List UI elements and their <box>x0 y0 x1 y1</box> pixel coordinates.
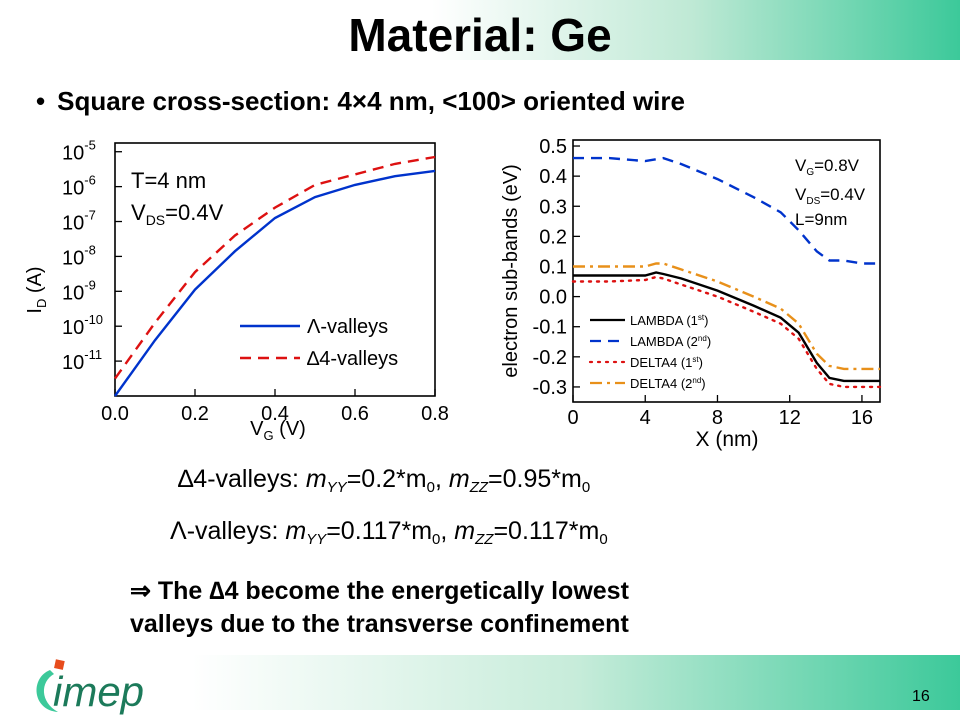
y-tick-label: 10-11 <box>62 347 102 374</box>
y-tick-label: -0.1 <box>533 317 567 339</box>
conclusion-line-2: valleys due to the transverse confinemen… <box>130 610 629 638</box>
y-tick-label: -0.2 <box>533 347 567 369</box>
title-band <box>0 0 960 60</box>
legend-label: LAMBDA (2nd) <box>630 334 711 349</box>
x-tick-label: 0 <box>567 407 578 429</box>
id-vg-chart: 0.0 0.2 0.4 0.6 0.8 10-5 10-6 10-7 10-8 10-9 10-10… <box>24 138 449 443</box>
x-tick-label: 0.8 <box>421 403 449 425</box>
series-line <box>573 262 880 371</box>
x-tick-label: 8 <box>712 407 723 429</box>
y-tick-label: 10-5 <box>62 138 96 165</box>
slide-title: Material: Ge <box>348 9 612 61</box>
y-tick-label: 10-10 <box>62 312 103 339</box>
series-line <box>573 271 880 383</box>
x-tick-label: 12 <box>779 407 801 429</box>
y-tick-label: 0.2 <box>539 226 567 248</box>
series-line <box>114 169 436 397</box>
x-axis-label: X (nm) <box>696 428 759 451</box>
x-tick-label: 0.4 <box>261 403 289 425</box>
x-tick-label: 0.0 <box>101 403 129 425</box>
bullet-dot: • <box>36 86 46 116</box>
logo-text: imep <box>53 668 144 715</box>
page-number: 16 <box>912 688 930 705</box>
annotation-length: L=9nm <box>795 210 847 229</box>
x-tick-label: 4 <box>640 407 651 429</box>
plot-frame <box>572 139 881 403</box>
y-tick-label: 0.5 <box>539 136 567 158</box>
footer-band <box>0 655 960 710</box>
bullet-item: • Square cross-section: 4×4 nm, <100> ori… <box>36 86 685 117</box>
x-tick-label: 0.2 <box>181 403 209 425</box>
x-tick-label: 0.6 <box>341 403 369 425</box>
series-line <box>571 275 882 389</box>
series-line <box>573 156 880 265</box>
legend-label: DELTA4 (2nd) <box>630 376 706 391</box>
legend-label: Λ-valleys <box>307 316 388 338</box>
series-line <box>114 155 436 380</box>
y-tick-label: 10-9 <box>62 277 96 304</box>
bullet-text: Square cross-section: 4×4 nm, <100> orie… <box>57 86 685 116</box>
legend-label: LAMBDA (1st) <box>630 313 709 328</box>
annotation-vds: VDS=0.4V <box>795 185 866 207</box>
y-tick-label: 10-7 <box>62 208 96 235</box>
x-tick-label: 16 <box>851 407 873 429</box>
y-tick-label: 10-6 <box>62 173 96 200</box>
y-tick-label: 0.1 <box>539 256 567 278</box>
y-axis-label: electron sub-bands (eV) <box>500 164 522 377</box>
x-axis-label: VG (V) <box>250 418 306 443</box>
y-tick-label: 0.3 <box>539 196 567 218</box>
conclusion-line-1: ⇒ The ∆4 become the energetically lowest <box>130 577 629 605</box>
y-axis-label: ID (A) <box>24 266 49 313</box>
conclusion-text: ⇒ The ∆4 become the energetically lowest… <box>130 575 629 641</box>
y-tick-label: 0.0 <box>539 287 567 309</box>
y-tick-label: 0.4 <box>539 166 567 188</box>
annotation-vg: VG=0.8V <box>795 156 860 178</box>
legend-label: ∆4-valleys <box>307 348 398 370</box>
annotation-vds: VDS=0.4V <box>131 200 224 228</box>
y-tick-label: 10-8 <box>62 242 96 269</box>
delta-valley-mass-equation: ∆4-valleys: mYY=0.2*m0, mZZ=0.95*m0 <box>178 465 591 496</box>
legend-label: DELTA4 (1st) <box>630 355 703 370</box>
annotation-temperature: T=4 nm <box>131 168 206 193</box>
lambda-valley-mass-equation: Λ-valleys: mYY=0.117*m0, mZZ=0.117*m0 <box>170 517 608 548</box>
y-tick-label: -0.3 <box>533 377 567 399</box>
imep-logo: imep <box>36 659 144 715</box>
subband-chart: 0 4 8 12 16 0.5 0.4 0.3 0.2 0.1 0.0 -0.1 -0.2 -0.3 VG… <box>500 136 882 451</box>
